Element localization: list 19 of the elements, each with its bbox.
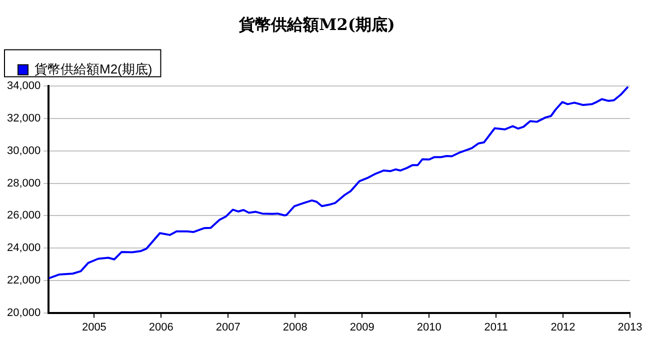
x-tick-label: 2010 [416, 321, 442, 334]
x-tick-label: 2012 [550, 321, 576, 334]
legend-label: 貨幣供給額M2(期底) [34, 61, 152, 76]
y-tick-label: 26,000 [6, 210, 41, 222]
chart-title: 貨幣供給額M2(期底) [238, 14, 395, 34]
y-tick-label: 20,000 [6, 306, 41, 319]
y-tick-label: 30,000 [6, 144, 41, 157]
x-tick-label: 2007 [216, 321, 240, 334]
x-tick-label: 2011 [484, 321, 508, 334]
x-tick-label: 2005 [82, 321, 106, 334]
y-tick-label: 32,000 [6, 112, 41, 125]
x-tick-label: 2008 [282, 321, 308, 334]
y-tick-label: 24,000 [6, 242, 41, 254]
x-tick-label: 2013 [618, 321, 642, 334]
x-tick-label: 2006 [148, 321, 174, 334]
y-tick-label: 22,000 [6, 274, 41, 286]
y-tick-label: 34,000 [6, 80, 41, 92]
x-tick-label: 2009 [350, 321, 374, 334]
y-tick-label: 28,000 [6, 177, 41, 190]
